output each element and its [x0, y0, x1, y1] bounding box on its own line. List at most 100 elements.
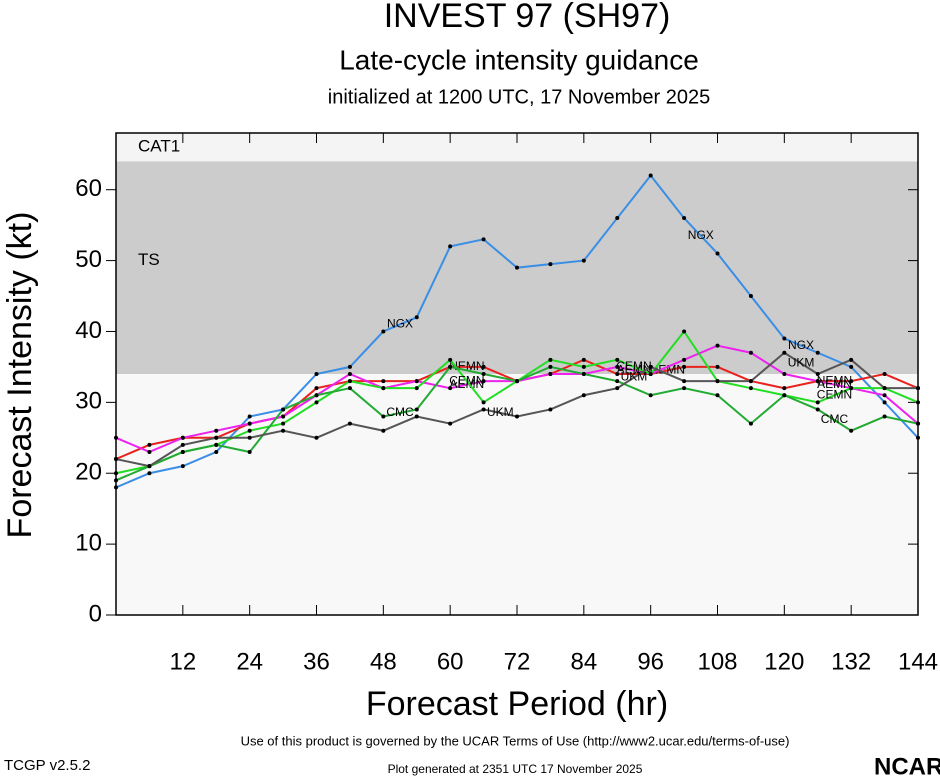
data-point [515, 379, 519, 384]
footer: Use of this product is governed by the U… [241, 733, 790, 748]
data-point [882, 393, 887, 398]
data-point [581, 372, 586, 376]
data-point [548, 364, 553, 369]
data-point [180, 449, 185, 454]
data-point [815, 372, 820, 376]
data-point [481, 237, 486, 242]
data-point [882, 414, 887, 419]
data-point [581, 258, 586, 263]
data-point [180, 435, 185, 440]
chart-subtitle: Late-cycle intensity guidance [339, 44, 699, 75]
series-label: UKM [487, 405, 514, 419]
band-label: CAT1 [138, 136, 180, 155]
data-point [849, 379, 854, 384]
y-tick-label: 20 [75, 459, 102, 486]
data-point [849, 386, 854, 391]
data-point [715, 343, 720, 348]
data-point [715, 393, 720, 398]
data-point [615, 216, 620, 221]
data-point [782, 350, 787, 355]
data-point [715, 251, 720, 256]
data-point [849, 428, 854, 433]
y-tick-label: 50 [75, 246, 102, 273]
data-point [682, 379, 687, 384]
data-point [782, 386, 787, 391]
data-point [314, 386, 319, 391]
data-point [648, 372, 653, 376]
data-point [214, 449, 219, 454]
data-point [414, 407, 419, 412]
data-point [381, 386, 386, 391]
data-point [748, 379, 753, 384]
data-point [214, 435, 219, 440]
data-point [180, 464, 185, 469]
y-tick-label: 40 [75, 317, 102, 344]
data-point [615, 364, 620, 369]
series-label: NGX [788, 338, 814, 352]
data-point [314, 435, 319, 440]
data-point [214, 442, 219, 447]
data-point [648, 364, 653, 369]
data-point [481, 379, 486, 384]
data-point [548, 357, 553, 362]
series-label: CMC [386, 405, 414, 419]
data-point [581, 393, 586, 398]
data-point [548, 372, 553, 376]
data-point [414, 379, 419, 384]
x-tick-label: 24 [236, 648, 263, 675]
data-point [782, 372, 787, 376]
x-tick-label: 144 [898, 648, 938, 675]
x-tick-label: 84 [570, 648, 597, 675]
data-point [748, 386, 753, 391]
data-point [715, 364, 720, 369]
data-point [715, 379, 720, 384]
data-point [247, 414, 252, 419]
data-point [815, 379, 820, 384]
data-point [581, 364, 586, 369]
init-text: initialized at 1200 UTC, 17 November 202… [328, 86, 710, 108]
x-tick-label: 60 [437, 648, 464, 675]
x-tick-label: 48 [370, 648, 397, 675]
data-point [314, 372, 319, 376]
series-label: AEMN [450, 377, 485, 391]
data-point [615, 386, 620, 391]
data-point [682, 216, 687, 221]
series-label: AEMN [817, 377, 852, 391]
plot-area: TS CAT1 0 10 20 30 40 50 60 12 24 36 48 60 72 84 96 108 12… [75, 132, 938, 675]
data-point [682, 329, 687, 334]
x-tick-label: 36 [303, 648, 330, 675]
data-point [481, 372, 486, 376]
data-point [414, 386, 419, 391]
data-point [347, 379, 352, 384]
plot-frame [115, 132, 919, 616]
y-tick-label: 30 [75, 388, 102, 415]
data-point [882, 372, 887, 376]
data-point [615, 357, 620, 362]
data-point [615, 379, 620, 384]
data-point [849, 357, 854, 362]
data-point [381, 379, 386, 384]
data-point [347, 421, 352, 426]
data-point [414, 315, 419, 320]
x-tick-label: 120 [764, 648, 804, 675]
series-label: NEMN [650, 363, 685, 377]
data-point [281, 428, 286, 433]
y-axis-title: Forecast Intensity (kt) [1, 212, 39, 539]
data-point [448, 357, 453, 362]
series-label: CEMN [449, 373, 484, 387]
band-label: TS [138, 250, 160, 269]
series-label: CEMN [616, 359, 651, 373]
data-point [281, 407, 286, 412]
data-point [548, 407, 553, 412]
x-tick-label: 72 [504, 648, 531, 675]
data-point [748, 421, 753, 426]
data-point [448, 386, 453, 391]
data-point [214, 428, 219, 433]
data-point [314, 393, 319, 398]
data-point [615, 372, 620, 376]
x-tick-label: 12 [169, 648, 196, 675]
data-point [481, 400, 486, 405]
data-point [414, 414, 419, 419]
data-point [782, 393, 787, 398]
